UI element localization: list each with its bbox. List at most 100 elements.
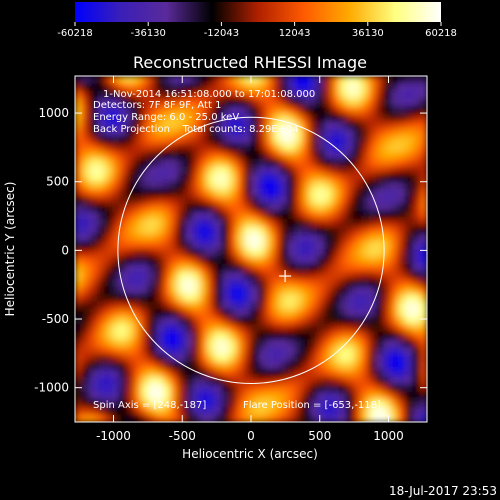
heatmap-cell bbox=[119, 166, 127, 175]
heatmap-cell bbox=[405, 391, 413, 401]
heatmap-cell bbox=[163, 376, 171, 385]
heatmap-cell bbox=[258, 211, 267, 220]
heatmap-cell bbox=[419, 151, 427, 160]
heatmap-cell bbox=[163, 309, 171, 318]
heatmap-cell bbox=[148, 188, 157, 197]
heatmap-cell bbox=[89, 196, 98, 205]
heatmap-cell bbox=[412, 271, 421, 280]
heatmap-cell bbox=[170, 136, 179, 145]
heatmap-cell bbox=[97, 121, 105, 130]
heatmap-cell bbox=[243, 128, 252, 137]
heatmap-cell bbox=[243, 203, 252, 212]
heatmap-cell bbox=[243, 211, 252, 220]
heatmap-cell bbox=[287, 98, 296, 107]
heatmap-cell bbox=[353, 271, 362, 280]
heatmap-cell bbox=[258, 339, 267, 348]
heatmap-cell bbox=[199, 196, 208, 205]
heatmap-cell bbox=[185, 324, 193, 333]
heatmap-cell bbox=[133, 203, 142, 212]
heatmap-cell bbox=[192, 391, 201, 401]
heatmap-cell bbox=[412, 158, 421, 167]
heatmap-cell bbox=[82, 369, 91, 378]
heatmap-cell bbox=[368, 173, 377, 182]
heatmap-cell bbox=[170, 391, 179, 401]
heatmap-cell bbox=[361, 203, 369, 212]
heatmap-cell bbox=[295, 211, 303, 220]
heatmap-cell bbox=[243, 414, 252, 422]
heatmap-cell bbox=[214, 91, 223, 100]
heatmap-cell bbox=[119, 121, 127, 130]
heatmap-cell bbox=[207, 316, 215, 325]
heatmap-cell bbox=[75, 241, 83, 250]
heatmap-cell bbox=[148, 241, 157, 250]
heatmap-cell bbox=[148, 346, 157, 355]
heatmap-cell bbox=[236, 301, 245, 310]
heatmap-cell bbox=[119, 196, 127, 205]
heatmap-cell bbox=[258, 151, 267, 160]
heatmap-cell bbox=[111, 91, 120, 100]
heatmap-cell bbox=[419, 369, 427, 378]
heatmap-cell bbox=[309, 91, 318, 100]
heatmap-cell bbox=[346, 106, 355, 115]
heatmap-cell bbox=[419, 76, 427, 85]
heatmap-cell bbox=[111, 188, 120, 197]
heatmap-cell bbox=[273, 316, 281, 325]
heatmap-cell bbox=[119, 279, 127, 288]
heatmap-cell bbox=[243, 181, 252, 190]
heatmap-cell bbox=[287, 294, 296, 303]
heatmap-cell bbox=[368, 211, 377, 220]
heatmap-cell bbox=[412, 226, 421, 235]
heatmap-cell bbox=[339, 188, 347, 197]
heatmap-cell bbox=[405, 279, 413, 288]
heatmap-cell bbox=[317, 113, 325, 122]
heatmap-cell bbox=[339, 331, 347, 340]
heatmap-cell bbox=[229, 211, 237, 220]
heatmap-cell bbox=[265, 226, 274, 235]
heatmap-cell bbox=[155, 354, 164, 363]
heatmap-cell bbox=[324, 339, 333, 348]
heatmap-cell bbox=[170, 376, 179, 385]
heatmap-cell bbox=[273, 346, 281, 355]
heatmap-cell bbox=[141, 346, 149, 355]
heatmap-cell bbox=[368, 309, 377, 318]
heatmap-cell bbox=[148, 316, 157, 325]
heatmap-cell bbox=[309, 256, 318, 265]
heatmap-cell bbox=[353, 406, 362, 416]
heatmap-cell bbox=[361, 331, 369, 340]
heatmap-cell bbox=[236, 354, 245, 363]
heatmap-cell bbox=[133, 309, 142, 318]
heatmap-cell bbox=[405, 218, 413, 228]
heatmap-cell bbox=[251, 256, 259, 265]
heatmap-cell bbox=[273, 264, 281, 273]
heatmap-cell bbox=[82, 106, 91, 115]
heatmap-cell bbox=[265, 113, 274, 122]
heatmap-cell bbox=[97, 218, 105, 228]
heatmap-cell bbox=[126, 309, 135, 318]
heatmap-cell bbox=[280, 391, 289, 401]
heatmap-cell bbox=[104, 361, 113, 370]
heatmap-cell bbox=[302, 113, 311, 122]
heatmap-cell bbox=[317, 324, 325, 333]
heatmap-cell bbox=[346, 128, 355, 137]
heatmap-cell bbox=[119, 324, 127, 333]
heatmap-cell bbox=[302, 331, 311, 340]
heatmap-cell bbox=[353, 391, 362, 401]
heatmap-cell bbox=[236, 399, 245, 408]
heatmap-cell bbox=[251, 346, 259, 355]
heatmap-cell bbox=[126, 113, 135, 122]
heatmap-cell bbox=[287, 113, 296, 122]
heatmap-cell bbox=[390, 294, 399, 303]
heatmap-cell bbox=[82, 361, 91, 370]
heatmap-cell bbox=[199, 113, 208, 122]
heatmap-cell bbox=[353, 143, 362, 152]
heatmap-cell bbox=[75, 414, 83, 422]
heatmap-cell bbox=[324, 346, 333, 355]
heatmap-cell bbox=[287, 106, 296, 115]
heatmap-cell bbox=[295, 188, 303, 197]
heatmap-cell bbox=[89, 98, 98, 107]
heatmap-cell bbox=[309, 151, 318, 160]
heatmap-cell bbox=[185, 233, 193, 243]
heatmap-cell bbox=[251, 361, 259, 370]
heatmap-cell bbox=[177, 226, 186, 235]
heatmap-cell bbox=[82, 121, 91, 130]
